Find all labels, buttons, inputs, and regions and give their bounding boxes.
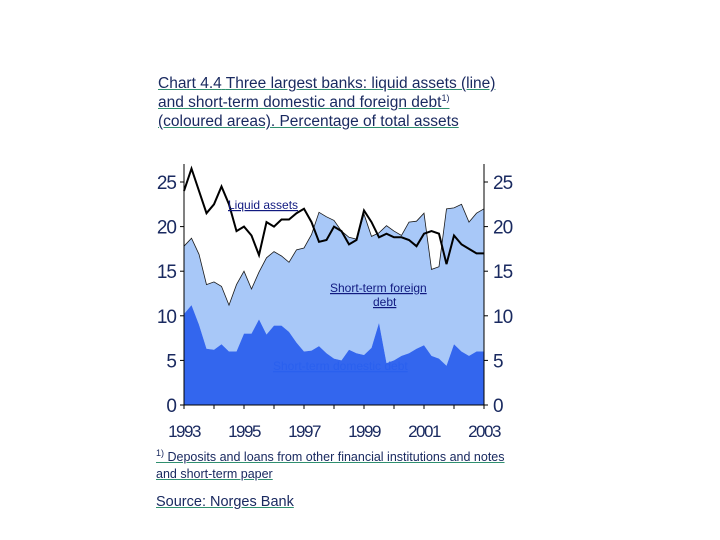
annotation-foreign-debt-line1: Short-term foreign [330,281,427,295]
domestic-debt-area [184,305,484,405]
annotation-domestic-debt: Short-term domestic debt [273,359,408,373]
y-tick-label-left: 15 [157,262,177,283]
source-note: Source: Norges Bank [156,494,294,510]
foreign-debt-area [184,204,484,366]
y-tick-label-left: 5 [166,351,176,372]
x-tick-label: 1997 [288,422,321,441]
y-tick-label-right: 0 [493,396,503,417]
liquid-assets-line [183,165,484,265]
annotation-foreign-debt-line2: debt [373,295,397,309]
title-footnote-ref: 1) [441,92,450,103]
y-tick-label-right: 25 [493,173,513,194]
x-tick-label: 1995 [228,422,261,441]
chart-number: Chart 4.4 [158,75,222,92]
chart-title: Chart 4.4 Three largest banks: liquid as… [158,74,518,131]
x-tick-label: 1999 [348,422,381,441]
footnote: 1) Deposits and loans from other financi… [156,447,526,483]
y-tick-label-left: 0 [166,396,176,417]
y-tick-label-left: 20 [157,218,177,239]
y-tick-label-right: 20 [493,218,513,239]
y-tick-label-right: 15 [493,262,513,283]
annotation-liquid-assets: Liquid assets [228,198,298,212]
x-tick-label: 2001 [408,422,441,441]
tick-layer: 0 0 5 5 10 10 15 15 20 20 25 25 1993 1995 1997 1999 2001… [157,173,514,441]
chart-title-tail: (coloured areas). Percentage of total as… [158,113,459,130]
y-tick-label-right: 5 [493,351,503,372]
foreign-debt-outline [183,203,485,307]
chart-title-text: Three largest banks: liquid assets (line… [158,75,496,111]
axes-layer [180,164,488,409]
footnote-text: Deposits and loans from other financial … [156,450,505,481]
y-tick-label-right: 10 [493,307,513,328]
x-tick-label: 2003 [468,422,501,441]
area-layer [183,203,485,405]
footnote-marker: 1) [156,447,165,458]
y-tick-label-left: 25 [157,173,177,194]
x-tick-label: 1993 [168,422,201,441]
line-layer [183,165,484,265]
y-tick-label-left: 10 [157,307,177,328]
